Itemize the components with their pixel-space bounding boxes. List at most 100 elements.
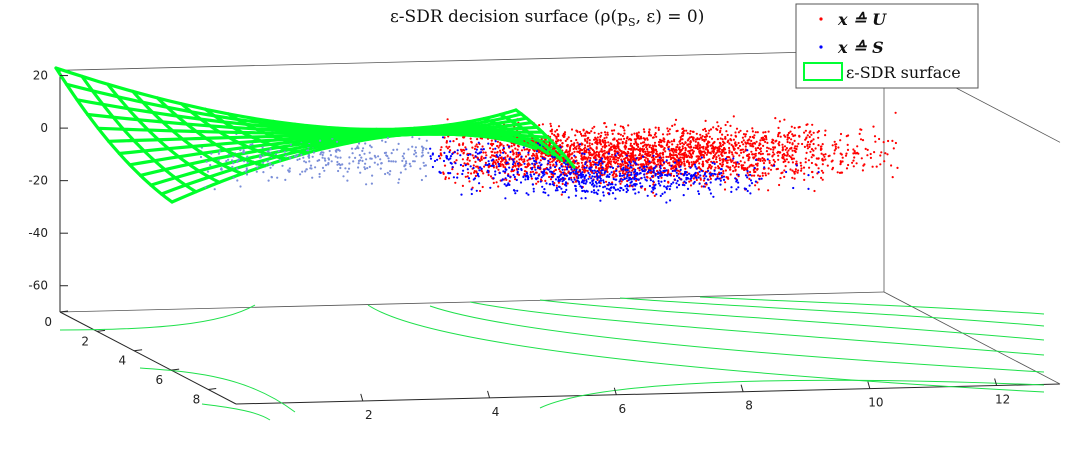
point-s	[679, 165, 682, 168]
point-s	[524, 175, 528, 178]
point-u	[612, 160, 616, 163]
point-u	[642, 144, 645, 147]
point-s	[718, 173, 721, 176]
point-s	[392, 160, 395, 163]
point-s	[494, 140, 497, 143]
point-u	[757, 146, 760, 150]
point-s	[654, 172, 657, 175]
point-u	[461, 143, 464, 146]
point-s	[588, 167, 591, 170]
point-u	[643, 159, 647, 162]
point-s	[561, 168, 564, 171]
point-u	[548, 175, 551, 179]
point-u	[495, 159, 498, 162]
point-s	[549, 183, 552, 186]
point-u	[581, 156, 584, 159]
point-u	[518, 158, 521, 161]
point-s	[491, 164, 494, 167]
point-u	[449, 149, 452, 152]
point-u	[768, 153, 771, 156]
point-s	[319, 139, 322, 142]
point-s	[304, 161, 308, 164]
point-u	[807, 159, 811, 162]
point-s	[245, 168, 248, 171]
point-s	[520, 168, 523, 172]
legend: x ≙ U x ≙ S ε-SDR surface	[795, 3, 979, 89]
point-u	[675, 146, 678, 149]
point-u	[467, 171, 470, 174]
point-s	[709, 174, 713, 177]
point-u	[657, 163, 660, 166]
point-u	[643, 188, 647, 191]
point-u	[515, 160, 518, 163]
point-s	[551, 155, 554, 158]
point-s	[466, 168, 469, 171]
point-u	[710, 165, 713, 168]
point-u	[682, 158, 686, 161]
point-u	[787, 131, 791, 135]
point-u	[765, 150, 769, 153]
point-s	[685, 176, 688, 179]
point-u	[810, 170, 814, 174]
point-s	[654, 174, 657, 177]
point-u	[531, 170, 535, 173]
point-u	[844, 154, 848, 157]
point-u	[833, 140, 836, 143]
point-u	[732, 170, 735, 173]
point-u	[479, 159, 482, 162]
point-u	[616, 156, 619, 159]
point-u	[698, 151, 701, 154]
point-u	[616, 162, 620, 165]
point-u	[597, 151, 601, 154]
point-u	[724, 137, 727, 140]
point-s	[648, 184, 652, 188]
point-u	[576, 141, 579, 144]
point-s	[386, 155, 389, 158]
point-s	[614, 197, 617, 200]
point-u	[540, 152, 544, 155]
point-u	[535, 182, 538, 185]
point-s	[413, 149, 416, 152]
point-u	[554, 130, 557, 133]
point-s	[486, 169, 489, 172]
point-s	[633, 178, 636, 181]
point-s	[425, 147, 428, 150]
point-u	[471, 154, 474, 157]
point-s	[632, 183, 635, 186]
point-u	[572, 172, 575, 175]
point-u	[786, 140, 789, 144]
point-s	[722, 178, 726, 181]
point-u	[699, 133, 702, 136]
point-u	[620, 153, 623, 156]
point-u	[544, 153, 548, 157]
point-u	[781, 153, 784, 157]
point-u	[668, 164, 671, 167]
point-s	[370, 146, 373, 149]
point-s	[650, 175, 654, 178]
point-u	[605, 136, 608, 139]
point-s	[655, 193, 658, 196]
point-s	[369, 144, 372, 147]
point-u	[651, 144, 654, 147]
point-u	[814, 147, 817, 150]
point-s	[591, 175, 594, 178]
point-s	[318, 172, 321, 176]
point-u	[752, 136, 756, 139]
point-s	[504, 197, 507, 200]
point-u	[761, 174, 764, 177]
point-u	[826, 164, 829, 167]
point-s	[632, 188, 635, 191]
point-u	[791, 154, 794, 157]
point-s	[451, 166, 454, 169]
point-s	[647, 170, 650, 174]
point-u	[601, 154, 605, 157]
point-u	[606, 158, 609, 161]
point-u	[799, 161, 802, 164]
point-s	[498, 154, 502, 157]
point-u	[684, 141, 687, 144]
point-s	[504, 170, 507, 173]
point-u	[677, 152, 680, 155]
point-s	[602, 179, 605, 182]
point-u	[499, 160, 503, 163]
point-s	[553, 165, 557, 169]
